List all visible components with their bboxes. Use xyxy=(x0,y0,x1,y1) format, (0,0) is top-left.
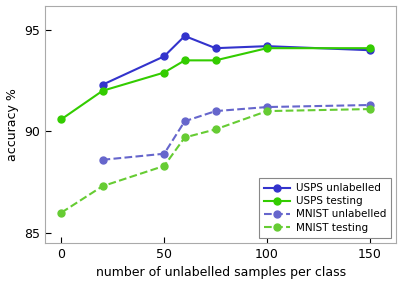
Line: MNIST testing: MNIST testing xyxy=(58,106,372,216)
MNIST testing xyxy=(100,184,105,188)
USPS testing xyxy=(59,117,64,121)
MNIST unlabelled xyxy=(264,105,269,109)
USPS testing xyxy=(161,71,166,74)
USPS unlabelled xyxy=(161,55,166,58)
MNIST testing xyxy=(182,136,187,139)
USPS testing xyxy=(367,46,371,50)
MNIST testing xyxy=(367,107,371,111)
MNIST testing xyxy=(213,128,217,131)
MNIST unlabelled xyxy=(213,109,217,113)
MNIST unlabelled xyxy=(182,119,187,123)
USPS testing xyxy=(182,59,187,62)
Y-axis label: accuracy %: accuracy % xyxy=(6,88,18,161)
USPS testing xyxy=(264,46,269,50)
Legend: USPS unlabelled, USPS testing, MNIST unlabelled, MNIST testing: USPS unlabelled, USPS testing, MNIST unl… xyxy=(259,178,390,238)
MNIST unlabelled xyxy=(367,103,371,107)
USPS unlabelled xyxy=(213,46,217,50)
Line: USPS testing: USPS testing xyxy=(58,45,372,123)
MNIST testing xyxy=(59,211,64,214)
USPS unlabelled xyxy=(182,34,187,38)
USPS unlabelled xyxy=(100,83,105,86)
MNIST unlabelled xyxy=(100,158,105,162)
MNIST unlabelled xyxy=(161,152,166,155)
MNIST testing xyxy=(264,109,269,113)
USPS unlabelled xyxy=(264,44,269,48)
Line: USPS unlabelled: USPS unlabelled xyxy=(99,32,372,88)
MNIST testing xyxy=(161,164,166,168)
USPS testing xyxy=(100,89,105,93)
USPS unlabelled xyxy=(367,48,371,52)
USPS testing xyxy=(213,59,217,62)
X-axis label: number of unlabelled samples per class: number of unlabelled samples per class xyxy=(95,266,345,280)
Line: MNIST unlabelled: MNIST unlabelled xyxy=(99,101,372,163)
